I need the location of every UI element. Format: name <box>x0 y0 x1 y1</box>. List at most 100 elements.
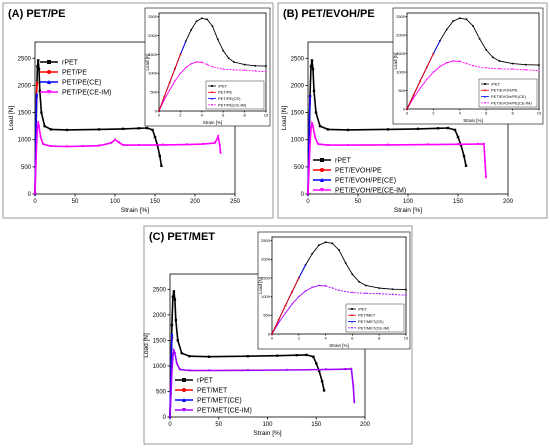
inset-data-point <box>459 17 461 19</box>
data-point <box>172 349 176 352</box>
data-point <box>309 94 312 97</box>
inset-y-tick-label: 2500 <box>396 14 406 19</box>
inset-data-point <box>465 18 468 21</box>
data-point <box>310 122 314 125</box>
legend-marker <box>320 188 324 192</box>
inset-x-tick-label: 0 <box>158 113 161 118</box>
data-point <box>176 339 179 342</box>
inset-y-tick-label: 2500 <box>261 238 271 243</box>
y-tick-label: 2000 <box>291 83 305 89</box>
x-tick-label: 0 <box>306 199 310 205</box>
data-point <box>456 135 460 139</box>
data-point <box>151 128 154 132</box>
data-point <box>309 65 313 68</box>
inset-y-axis-title: Load [N] <box>145 53 150 70</box>
inset-data-point <box>163 95 166 98</box>
inset-x-tick-label: 6 <box>351 336 354 341</box>
inset-legend-marker <box>484 95 486 98</box>
data-point <box>436 127 440 130</box>
data-point <box>169 392 173 396</box>
inset-data-point <box>324 285 327 287</box>
inset-plot-area <box>158 12 267 112</box>
inset-data-point <box>163 98 166 101</box>
inset-data-point <box>338 289 340 292</box>
x-tick-label: 200 <box>503 199 514 205</box>
data-point <box>49 128 53 131</box>
inset-legend-marker <box>211 85 213 87</box>
legend-marker <box>47 90 51 94</box>
data-point <box>170 323 174 327</box>
data-point <box>41 142 45 146</box>
data-point <box>97 144 101 147</box>
data-point <box>145 126 149 130</box>
data-point <box>171 295 175 299</box>
inset-y-tick-label: 1000 <box>148 71 158 76</box>
data-point <box>308 97 312 101</box>
inset-x-axis-title: Strain [%] <box>329 343 349 348</box>
inset-data-point <box>222 68 224 70</box>
inset-data-point <box>426 78 428 81</box>
y-axis-title: Load [N] <box>143 333 150 358</box>
legend-label: PET/PE(CE) <box>62 80 101 87</box>
inset-y-tick-label: 0 <box>155 108 158 113</box>
data-point <box>43 124 46 128</box>
legend-label: PET/EVOH/PE(CE) <box>335 178 396 185</box>
inset-data-point <box>158 110 160 112</box>
data-point <box>175 362 179 365</box>
data-point <box>170 369 174 373</box>
inset-data-point <box>318 244 320 247</box>
data-point <box>314 111 318 114</box>
inset-data-point <box>206 18 208 21</box>
x-tick-label: 0 <box>33 199 37 205</box>
y-tick-label: 2500 <box>291 56 305 62</box>
inset-data-point <box>311 286 313 289</box>
inset-data-point <box>265 65 267 67</box>
inset-data-point <box>298 277 300 279</box>
data-point <box>459 143 463 147</box>
legend-label: PET/EVOH/PE(CE-IM) <box>335 188 406 195</box>
panel-0: (A) PET/PE0 50 100 150 200 250050010001500200… <box>2 2 274 219</box>
inset-data-point <box>445 28 448 31</box>
inset-data-point <box>179 53 182 56</box>
inset-data-point <box>277 322 280 324</box>
data-point <box>218 143 221 147</box>
inset-data-point <box>412 94 415 96</box>
inset-data-point <box>227 57 230 60</box>
inset-data-point <box>406 108 408 110</box>
inset-y-tick-label: 0 <box>268 331 271 336</box>
inset-x-tick-label: 10 <box>264 113 269 118</box>
inset-data-point <box>351 273 354 276</box>
legend-label: rPET <box>197 378 214 385</box>
data-point <box>350 367 353 371</box>
inset-data-point <box>525 69 527 71</box>
inset-data-point <box>211 25 214 27</box>
data-point <box>34 168 37 171</box>
x-tick-label: 150 <box>150 199 161 205</box>
data-point <box>173 351 177 355</box>
inset-data-point <box>331 287 334 289</box>
inset-data-point <box>351 291 354 294</box>
data-point <box>453 128 457 132</box>
inset-x-tick-label: 4 <box>201 113 204 118</box>
inset-plot-area <box>271 236 407 335</box>
data-point <box>188 355 191 358</box>
data-point <box>312 355 315 358</box>
inset-x-tick-label: 2 <box>179 113 182 118</box>
inset-y-tick-label: 1000 <box>261 294 271 299</box>
inset-data-point <box>311 252 313 255</box>
legend-label: PET/PE(CE-IM) <box>62 90 111 97</box>
data-point <box>188 369 191 372</box>
data-point <box>81 145 85 148</box>
inset-data-point <box>419 80 422 82</box>
data-point <box>160 164 163 167</box>
data-point <box>246 355 250 358</box>
inset-data-point <box>233 69 235 71</box>
legend-marker <box>47 60 51 64</box>
y-tick-label: 2000 <box>18 83 32 89</box>
data-point <box>312 89 316 93</box>
data-point <box>352 385 355 388</box>
data-point <box>483 160 487 163</box>
inset-legend-label: rPET <box>218 83 228 88</box>
inset-legend-marker <box>351 327 353 329</box>
